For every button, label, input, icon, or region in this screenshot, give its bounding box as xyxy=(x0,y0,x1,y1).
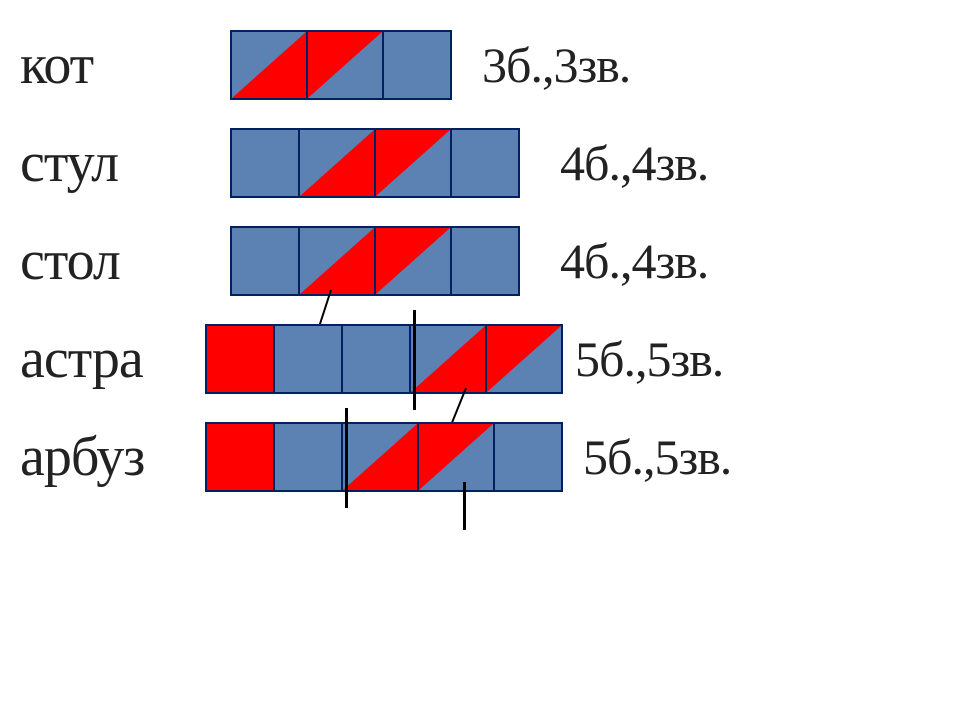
syllable-divider xyxy=(463,482,466,530)
sound-scheme xyxy=(230,226,520,296)
sound-cell xyxy=(230,128,300,198)
sound-cell xyxy=(374,226,452,296)
word-row: астра 5б.,5зв. xyxy=(20,324,940,394)
sound-cell xyxy=(273,422,343,492)
word-label: арбуз xyxy=(20,425,200,489)
sound-cell xyxy=(306,30,384,100)
word-row: стол 4б.,4зв. xyxy=(20,226,940,296)
syllable-divider xyxy=(345,408,348,508)
count-label: 3б.,3зв. xyxy=(482,36,630,94)
sound-cell xyxy=(382,30,452,100)
sound-scheme xyxy=(230,30,452,100)
sound-cell xyxy=(341,324,411,394)
sound-cell xyxy=(485,324,563,394)
count-label: 5б.,5зв. xyxy=(575,330,723,388)
phonetic-diagram: кот 3б.,3зв. стул 4б.,4зв. стол 4б.,4зв. астра… xyxy=(20,30,940,492)
count-label: 4б.,4зв. xyxy=(560,232,708,290)
sound-cell xyxy=(417,422,495,492)
sound-cell xyxy=(493,422,563,492)
sound-cell xyxy=(205,324,275,394)
word-label: кот xyxy=(20,33,200,97)
syllable-divider xyxy=(413,310,416,410)
sound-scheme xyxy=(205,324,563,394)
count-label: 4б.,4зв. xyxy=(560,134,708,192)
sound-cell xyxy=(230,226,300,296)
sound-cell xyxy=(273,324,343,394)
count-label: 5б.,5зв. xyxy=(583,428,731,486)
word-label: астра xyxy=(20,327,200,391)
sound-cell xyxy=(230,30,308,100)
sound-cell xyxy=(450,226,520,296)
sound-cell xyxy=(298,226,376,296)
word-row: стул 4б.,4зв. xyxy=(20,128,940,198)
sound-cell xyxy=(409,324,487,394)
word-row: кот 3б.,3зв. xyxy=(20,30,940,100)
word-label: стул xyxy=(20,131,200,195)
sound-cell xyxy=(450,128,520,198)
sound-scheme xyxy=(230,128,520,198)
word-row: арбуз 5б.,5зв. xyxy=(20,422,940,492)
sound-cell xyxy=(374,128,452,198)
sound-cell xyxy=(298,128,376,198)
word-label: стол xyxy=(20,229,200,293)
sound-cell xyxy=(341,422,419,492)
sound-cell xyxy=(205,422,275,492)
sound-scheme xyxy=(205,422,563,492)
